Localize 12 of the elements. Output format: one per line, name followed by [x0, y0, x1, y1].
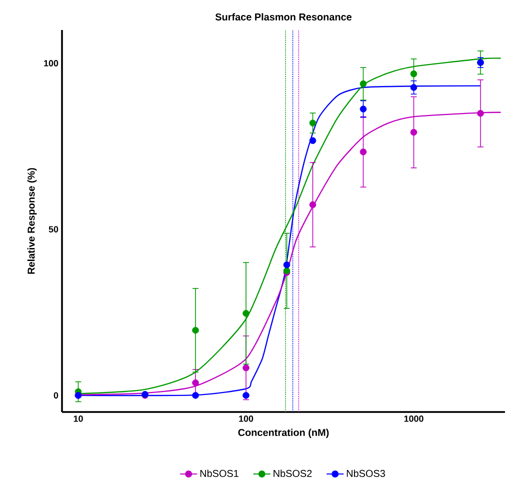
- legend-label: NbSOS1: [200, 470, 238, 477]
- chart-title: Surface Plasmon Resonance: [215, 13, 352, 20]
- y-tick-label: 0: [54, 392, 58, 399]
- x-axis-title: Concentration (nM): [238, 428, 329, 438]
- y-tick-label: 100: [44, 60, 58, 66]
- y-tick-label: 50: [48, 226, 58, 232]
- y-axis-title: Relative Response (%): [27, 168, 37, 274]
- x-tick-label: 100: [239, 416, 254, 422]
- legend-label: NbSOS2: [274, 470, 312, 477]
- x-tick-label: 1000: [404, 416, 424, 422]
- legend-label: NbSOS3: [346, 470, 385, 477]
- x-tick-label: 10: [74, 416, 83, 422]
